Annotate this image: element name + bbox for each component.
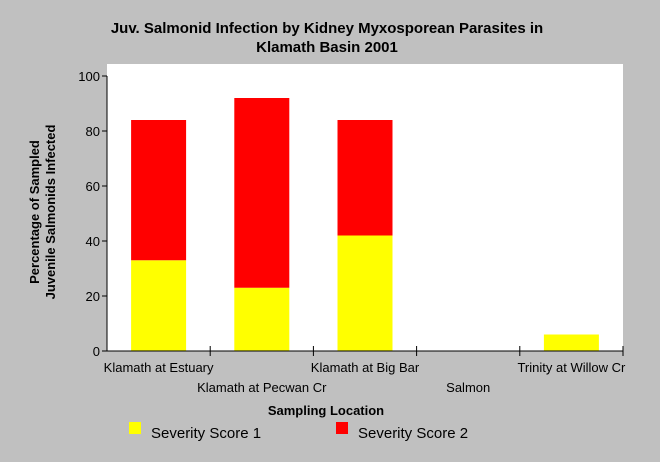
bar-segment-2-0 bbox=[131, 120, 187, 261]
y-axis-label-line-1: Percentage of Sampled bbox=[27, 140, 42, 284]
y-axis: 0 20 40 60 80 100 bbox=[78, 69, 108, 359]
legend-swatch-severity-2 bbox=[336, 422, 348, 434]
legend: Severity Score 1 Severity Score 2 bbox=[129, 422, 468, 442]
x-tick-label: Klamath at Pecwan Cr bbox=[197, 380, 327, 395]
x-tick-label: Salmon bbox=[446, 380, 490, 395]
y-tick-label: 40 bbox=[86, 234, 100, 249]
x-axis-label: Sampling Location bbox=[268, 403, 384, 418]
y-axis-label-line-2: Juvenile Salmonids Infected bbox=[43, 125, 58, 300]
chart-title-line-1: Juv. Salmonid Infection by Kidney Myxosp… bbox=[111, 20, 543, 37]
legend-label-severity-2: Severity Score 2 bbox=[358, 425, 468, 442]
bar-segment-1-2 bbox=[337, 235, 393, 351]
legend-swatch-severity-1 bbox=[129, 422, 141, 434]
y-tick-label: 60 bbox=[86, 179, 100, 194]
bars-group bbox=[131, 98, 599, 351]
bar-segment-1-0 bbox=[131, 260, 187, 351]
y-tick-label: 0 bbox=[93, 344, 100, 359]
bar-segment-2-1 bbox=[234, 98, 290, 288]
y-tick-label: 100 bbox=[78, 69, 100, 84]
bar-segment-2-2 bbox=[337, 120, 393, 236]
y-tick-label: 80 bbox=[86, 124, 100, 139]
bar-segment-1-1 bbox=[234, 287, 290, 351]
x-tick-label: Trinity at Willow Cr bbox=[517, 360, 626, 375]
legend-label-severity-1: Severity Score 1 bbox=[151, 425, 261, 442]
bar-segment-1-4 bbox=[543, 334, 599, 351]
x-axis: Klamath at Estuary Klamath at Pecwan Cr Kl… bbox=[104, 346, 626, 395]
chart-title-line-2: Klamath Basin 2001 bbox=[256, 39, 398, 56]
x-tick-label: Klamath at Estuary bbox=[104, 360, 214, 375]
x-tick-label: Klamath at Big Bar bbox=[311, 360, 420, 375]
y-tick-label: 20 bbox=[86, 289, 100, 304]
